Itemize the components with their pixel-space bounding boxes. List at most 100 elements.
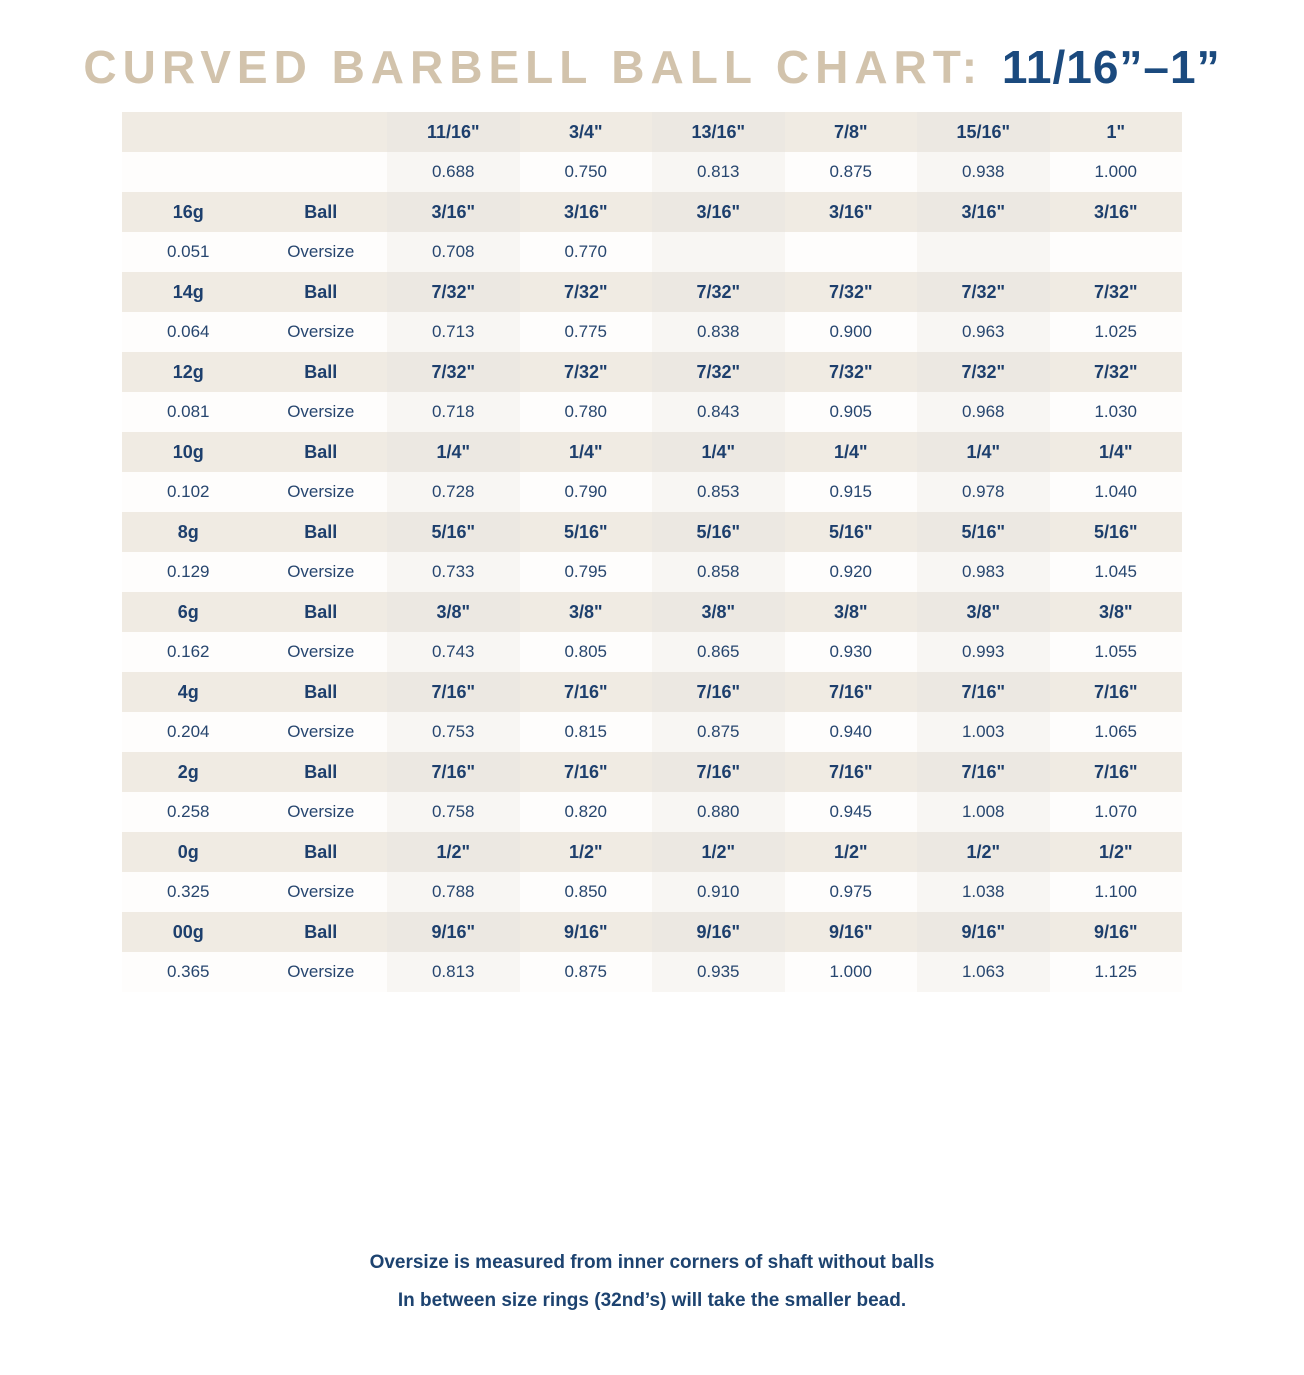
table-row: 0.258 Oversize 0.758 0.820 0.880 0.945 1.008 1.… bbox=[122, 792, 1182, 832]
table-cell: 1.000 bbox=[784, 952, 917, 992]
table-cell: 0.938 bbox=[917, 152, 1050, 192]
table-cell: Ball bbox=[254, 912, 387, 952]
table-cell: 4g bbox=[122, 672, 255, 712]
table-cell: 1/2" bbox=[1049, 832, 1182, 872]
table-cell: 3/8" bbox=[652, 592, 785, 632]
table-cell: 3/16" bbox=[519, 192, 652, 232]
table-cell: 0.875 bbox=[784, 152, 917, 192]
table-cell: 0.770 bbox=[519, 232, 652, 272]
table-cell: 7/32" bbox=[917, 272, 1050, 312]
table-cell: 0.325 bbox=[122, 872, 255, 912]
table-cell: 00g bbox=[122, 912, 255, 952]
table-row: 0.688 0.750 0.813 0.875 0.938 1.000 bbox=[122, 152, 1182, 192]
table-cell: 7/16" bbox=[1049, 752, 1182, 792]
table-row: 0g Ball 1/2" 1/2" 1/2" 1/2" 1/2" 1/2" bbox=[122, 832, 1182, 872]
table-cell: 0.064 bbox=[122, 312, 255, 352]
table-cell: 1/4" bbox=[519, 432, 652, 472]
table-cell: 0.733 bbox=[387, 552, 520, 592]
table-cell: 0.780 bbox=[519, 392, 652, 432]
table-cell: 1.125 bbox=[1049, 952, 1182, 992]
table-cell: Ball bbox=[254, 272, 387, 312]
table-row: 0.129 Oversize 0.733 0.795 0.858 0.920 0.983 1.… bbox=[122, 552, 1182, 592]
table-cell: 1.055 bbox=[1049, 632, 1182, 672]
table-cell: 0.258 bbox=[122, 792, 255, 832]
table-cell: 7/16" bbox=[387, 752, 520, 792]
table-cell bbox=[122, 152, 255, 192]
column-header-cell bbox=[254, 112, 387, 152]
table-cell: 1/2" bbox=[519, 832, 652, 872]
table-cell: 0.983 bbox=[917, 552, 1050, 592]
table-cell: 3/16" bbox=[652, 192, 785, 232]
table-cell: Oversize bbox=[254, 552, 387, 592]
table-cell: 9/16" bbox=[1049, 912, 1182, 952]
table-cell: Oversize bbox=[254, 392, 387, 432]
table-header-row: 11/16" 3/4" 13/16" 7/8" 15/16" 1" bbox=[122, 112, 1182, 152]
table-cell: 3/8" bbox=[387, 592, 520, 632]
table-cell: 1/2" bbox=[784, 832, 917, 872]
table-cell: 1.040 bbox=[1049, 472, 1182, 512]
table-cell: 1/2" bbox=[652, 832, 785, 872]
table-cell: Oversize bbox=[254, 472, 387, 512]
table-cell bbox=[784, 232, 917, 272]
table-cell: 7/16" bbox=[387, 672, 520, 712]
table-cell bbox=[652, 232, 785, 272]
table-cell: 16g bbox=[122, 192, 255, 232]
table-cell: 0.838 bbox=[652, 312, 785, 352]
table-cell: 0.805 bbox=[519, 632, 652, 672]
table-cell: 7/32" bbox=[387, 352, 520, 392]
table-row: 8g Ball 5/16" 5/16" 5/16" 5/16" 5/16" 5/16" bbox=[122, 512, 1182, 552]
table-cell: 7/16" bbox=[1049, 672, 1182, 712]
table-row: 00g Ball 9/16" 9/16" 9/16" 9/16" 9/16" 9/16" bbox=[122, 912, 1182, 952]
table-cell: 0.945 bbox=[784, 792, 917, 832]
table-cell: 14g bbox=[122, 272, 255, 312]
table-cell: 0.708 bbox=[387, 232, 520, 272]
table-cell: Oversize bbox=[254, 312, 387, 352]
table-cell: 5/16" bbox=[652, 512, 785, 552]
table-cell: 5/16" bbox=[387, 512, 520, 552]
table-cell: Ball bbox=[254, 352, 387, 392]
table-cell: 0.935 bbox=[652, 952, 785, 992]
table-cell: Ball bbox=[254, 592, 387, 632]
table-cell: 1/4" bbox=[784, 432, 917, 472]
table-cell: 0.940 bbox=[784, 712, 917, 752]
table-row: 0.365 Oversize 0.813 0.875 0.935 1.000 1.063 1.… bbox=[122, 952, 1182, 992]
column-header-cell: 3/4" bbox=[519, 112, 652, 152]
column-header-cell bbox=[122, 112, 255, 152]
table-cell: 0.875 bbox=[519, 952, 652, 992]
table-row: 0.102 Oversize 0.728 0.790 0.853 0.915 0.978 1.… bbox=[122, 472, 1182, 512]
page-title-size-range: 11/16”–1” bbox=[1001, 41, 1221, 93]
table-cell: 0.963 bbox=[917, 312, 1050, 352]
table-cell: 0.978 bbox=[917, 472, 1050, 512]
table-cell: 7/32" bbox=[917, 352, 1050, 392]
table-cell: 9/16" bbox=[917, 912, 1050, 952]
table-cell: 7/32" bbox=[652, 272, 785, 312]
table-cell: 0.900 bbox=[784, 312, 917, 352]
table-cell: Oversize bbox=[254, 712, 387, 752]
table-cell: 8g bbox=[122, 512, 255, 552]
table-cell: 7/16" bbox=[917, 752, 1050, 792]
table-cell: 0.993 bbox=[917, 632, 1050, 672]
table-cell: 1.025 bbox=[1049, 312, 1182, 352]
table-cell: 0.162 bbox=[122, 632, 255, 672]
table-cell: 1.070 bbox=[1049, 792, 1182, 832]
table-cell: 7/16" bbox=[519, 752, 652, 792]
footer-notes: Oversize is measured from inner corners … bbox=[0, 1244, 1304, 1320]
table-cell: 0.713 bbox=[387, 312, 520, 352]
table-cell: 1/4" bbox=[917, 432, 1050, 472]
table-cell: 0.853 bbox=[652, 472, 785, 512]
table-cell: Ball bbox=[254, 672, 387, 712]
table-cell: Oversize bbox=[254, 632, 387, 672]
table-cell: 3/8" bbox=[917, 592, 1050, 632]
table-cell: 3/16" bbox=[1049, 192, 1182, 232]
table-row: 4g Ball 7/16" 7/16" 7/16" 7/16" 7/16" 7/16" bbox=[122, 672, 1182, 712]
table-cell: 0.880 bbox=[652, 792, 785, 832]
table-cell: 0.930 bbox=[784, 632, 917, 672]
table-row: 14g Ball 7/32" 7/32" 7/32" 7/32" 7/32" 7/32" bbox=[122, 272, 1182, 312]
column-header-cell: 1" bbox=[1049, 112, 1182, 152]
table-row: 6g Ball 3/8" 3/8" 3/8" 3/8" 3/8" 3/8" bbox=[122, 592, 1182, 632]
table-cell: 5/16" bbox=[519, 512, 652, 552]
table-cell: 0.850 bbox=[519, 872, 652, 912]
table-cell: 0.795 bbox=[519, 552, 652, 592]
table-cell: 0.204 bbox=[122, 712, 255, 752]
